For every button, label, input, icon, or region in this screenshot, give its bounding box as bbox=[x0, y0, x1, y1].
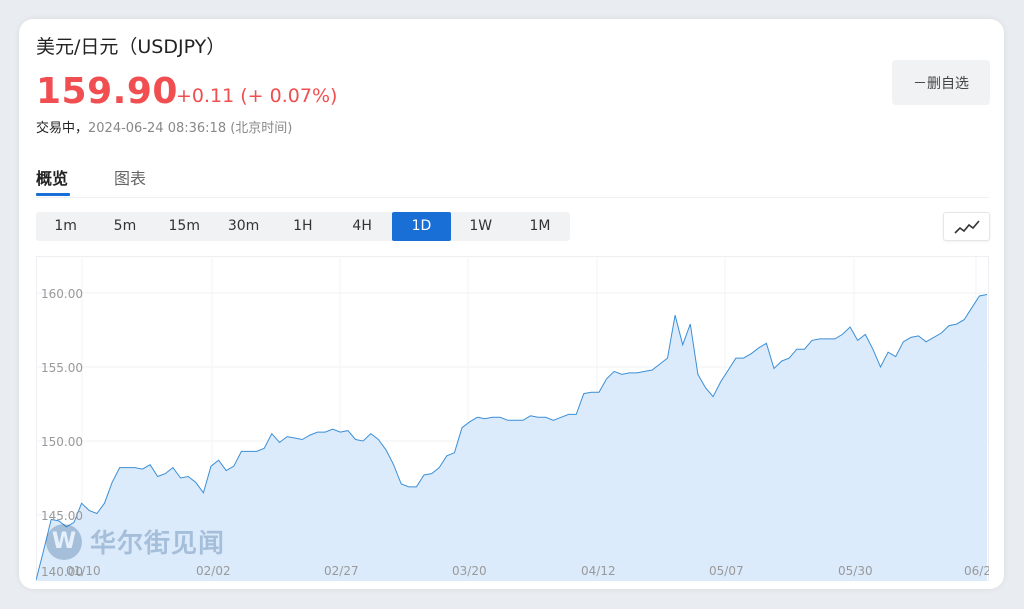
x-tick-label: 01/10 bbox=[66, 564, 101, 578]
period-1mo[interactable]: 1M bbox=[529, 218, 551, 234]
quote-timestamp: 2024-06-24 08:36:18 (北京时间) bbox=[88, 121, 293, 136]
y-tick-label: 160.00 bbox=[41, 287, 83, 301]
x-tick-label: 02/27 bbox=[324, 564, 359, 578]
period-5m[interactable]: 5m bbox=[113, 218, 137, 234]
period-1h[interactable]: 1H bbox=[293, 218, 313, 234]
period-selector: 1m 5m 15m 30m 1H 4H 1D 1W 1M bbox=[36, 212, 570, 241]
period-1d[interactable]: 1D bbox=[391, 212, 452, 241]
quote-card: 美元/日元（USDJPY） 159.90 +0.11 (+ 0.07%) 交易中… bbox=[19, 19, 1004, 589]
x-tick-label: 06/2 bbox=[964, 564, 989, 578]
y-tick-label: 150.00 bbox=[41, 435, 83, 449]
tab-chart[interactable]: 图表 bbox=[114, 169, 147, 188]
price-chart: 160.00 155.00 150.00 145.00 140.00 01/10 02/02… bbox=[35, 256, 991, 581]
trading-status: 交易中，2024-06-24 08:36:18 (北京时间) bbox=[36, 117, 292, 136]
tab-divider bbox=[36, 197, 989, 198]
line-chart-icon bbox=[953, 219, 980, 234]
period-15m[interactable]: 15m bbox=[168, 218, 200, 234]
instrument-title: 美元/日元（USDJPY） bbox=[36, 36, 226, 58]
period-30m[interactable]: 30m bbox=[227, 218, 260, 234]
current-price: 159.90 bbox=[36, 71, 178, 112]
chart-type-button[interactable] bbox=[943, 212, 990, 241]
x-tick-label: 04/12 bbox=[581, 564, 616, 578]
period-1m[interactable]: 1m bbox=[54, 218, 77, 234]
period-1w[interactable]: 1W bbox=[469, 218, 493, 234]
price-line bbox=[35, 294, 988, 581]
remove-watchlist-button[interactable]: －删自选 bbox=[892, 60, 990, 105]
y-tick-label: 155.00 bbox=[41, 361, 83, 375]
price-change: +0.11 (+ 0.07%) bbox=[176, 85, 338, 107]
x-tick-label: 03/20 bbox=[452, 564, 487, 578]
period-4h[interactable]: 4H bbox=[352, 218, 372, 234]
tab-overview[interactable]: 概览 bbox=[36, 169, 69, 188]
x-tick-label: 05/07 bbox=[709, 564, 744, 578]
y-tick-label: 140.00 bbox=[41, 565, 83, 579]
x-tick-label: 02/02 bbox=[196, 564, 231, 578]
x-tick-label: 05/30 bbox=[838, 564, 873, 578]
active-tab-indicator bbox=[36, 193, 70, 196]
status-label: 交易中， bbox=[36, 121, 89, 136]
y-tick-label: 145.00 bbox=[41, 509, 83, 523]
price-area bbox=[36, 294, 987, 581]
